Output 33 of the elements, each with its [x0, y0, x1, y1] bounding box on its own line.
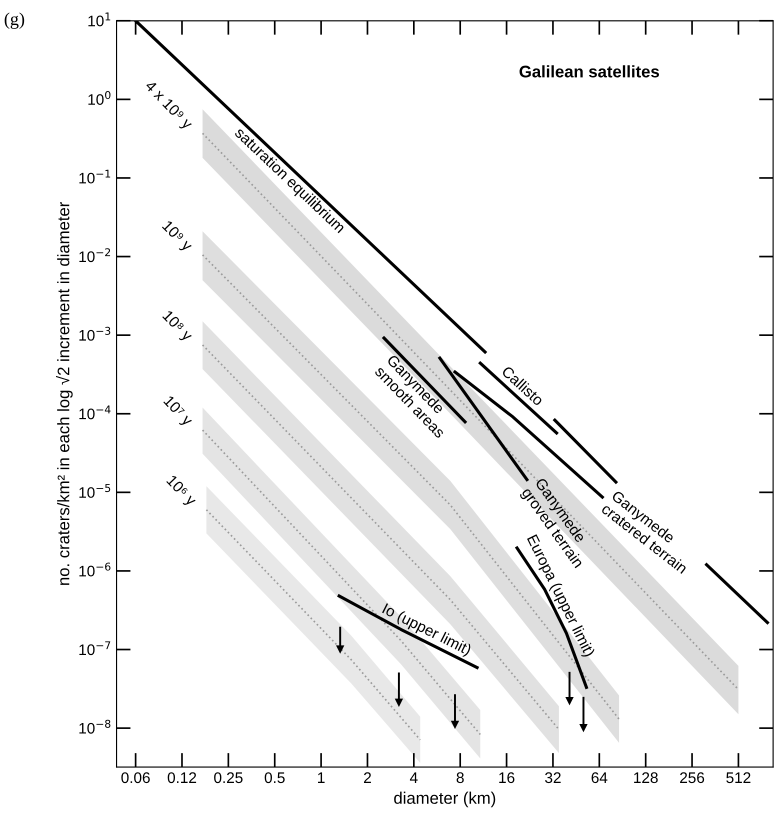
x-tick-label: 16	[499, 772, 514, 784]
x-tick-label: 0.12	[168, 772, 196, 784]
text: 10⁷ y	[161, 394, 194, 429]
text: 10⁶ y	[164, 474, 198, 509]
x-tick-label: 4	[410, 772, 418, 783]
x-tick-label: 32	[545, 772, 561, 784]
y-tick-label: 10$^{0}$	[88, 91, 110, 105]
x-tick-label: 1	[318, 772, 325, 783]
x-tick-label: 0.25	[214, 772, 243, 784]
text: Galilean satellites	[520, 65, 660, 78]
text: 10⁸ y	[160, 310, 194, 344]
x-tick-label: 2	[364, 772, 371, 783]
x-tick-label: 256	[680, 772, 704, 784]
y-tick-label: 10$^{−7}$	[79, 641, 110, 656]
text: (g)	[4, 12, 24, 29]
y-tick-label: 10$^{−1}$	[79, 170, 110, 184]
x-tick-label: 64	[592, 772, 608, 784]
text: 4 x 10⁹ y	[142, 80, 194, 132]
y-axis-title: no. craters/km² in each log √2 increment in diameter	[56, 202, 73, 585]
y-tick-label: 10$^{−4}$	[79, 406, 111, 420]
x-tick-label: 512	[726, 772, 750, 784]
x-tick-label: 128	[634, 772, 658, 784]
y-tick-label: 10$^{−3}$	[79, 326, 110, 341]
text: 10⁹ y	[160, 220, 194, 254]
y-tick-label: 10$^{−6}$	[79, 562, 110, 576]
y-tick-label: 10$^{−2}$	[79, 248, 110, 262]
x-tick-label: 8	[456, 772, 464, 784]
y-tick-label: 10$^{−8}$	[79, 720, 110, 734]
x-tick-label: 0.5	[264, 772, 285, 784]
x-axis-title: diameter (km)	[394, 792, 496, 808]
x-tick-label: 0.06	[121, 772, 150, 784]
y-tick-label: 10$^{1}$	[88, 12, 110, 26]
y-tick-label: 10$^{−5}$	[79, 484, 110, 498]
